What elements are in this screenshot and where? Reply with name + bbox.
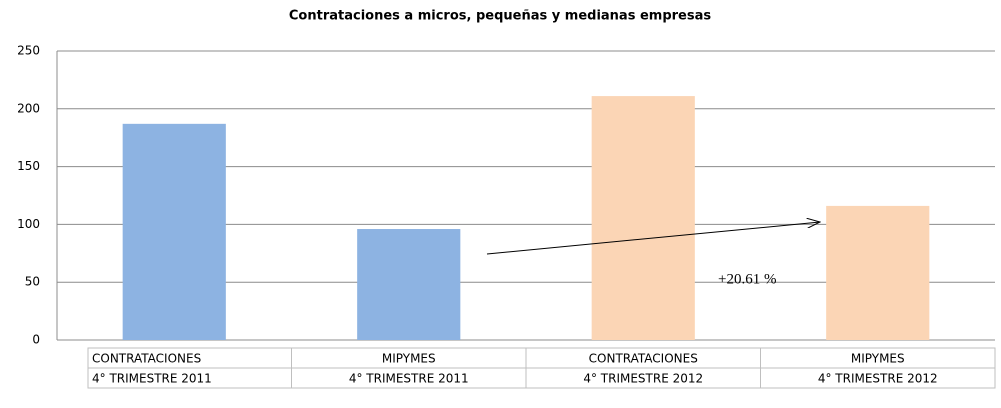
x-tick-label: 4° TRIMESTRE 2011 xyxy=(92,372,212,386)
y-tick-label: 0 xyxy=(32,333,40,347)
y-tick-label: 150 xyxy=(17,159,40,173)
bar xyxy=(122,123,226,340)
x-tick-label: 4° TRIMESTRE 2012 xyxy=(583,372,703,386)
y-tick-label: 50 xyxy=(25,275,40,289)
bar xyxy=(357,229,461,340)
x-tick-label: 4° TRIMESTRE 2011 xyxy=(349,372,469,386)
bar xyxy=(591,96,695,340)
annotation: +20.61 % xyxy=(718,271,776,287)
x-tick-label: MIPYMES xyxy=(382,352,436,366)
x-tick-label: CONTRATACIONES xyxy=(92,352,201,366)
y-tick-label: 200 xyxy=(17,101,40,115)
chart-title: Contrataciones a micros, pequeñas y medi… xyxy=(289,9,711,24)
table-cell xyxy=(760,367,996,389)
arrow xyxy=(486,222,820,255)
x-tick-label: CONTRATACIONES xyxy=(589,352,698,366)
y-tick-label: 100 xyxy=(17,217,40,231)
x-tick-label: 4° TRIMESTRE 2012 xyxy=(818,372,938,386)
bar xyxy=(826,205,930,340)
y-tick-label: 250 xyxy=(17,44,40,58)
x-tick-label: MIPYMES xyxy=(851,352,905,366)
